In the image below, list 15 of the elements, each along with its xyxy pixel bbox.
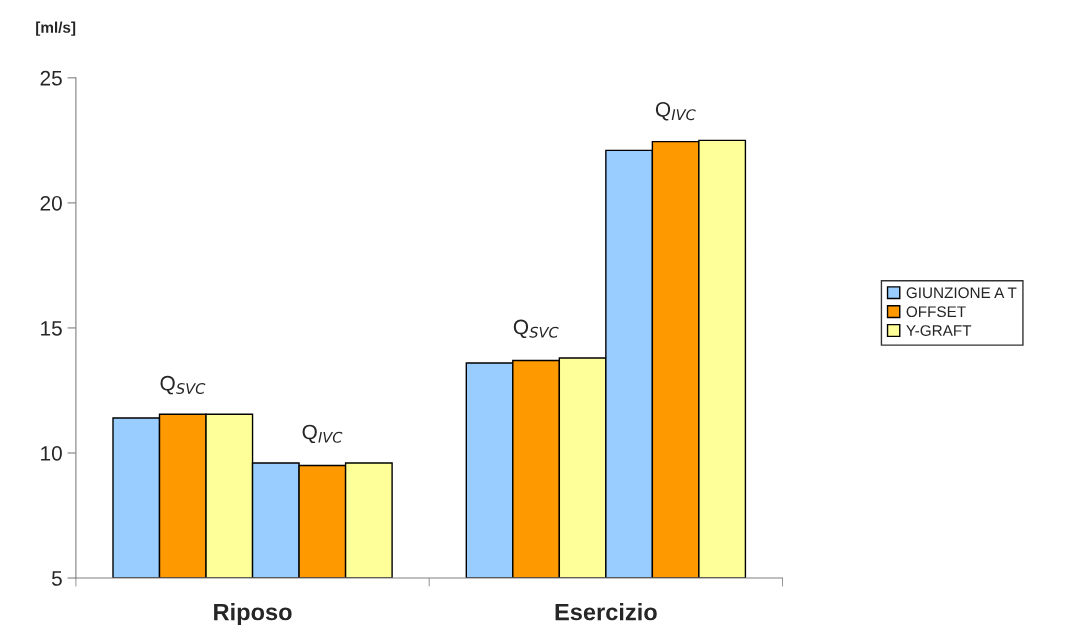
y-tick-label: 5: [51, 571, 62, 586]
x-tick-label: Esercizio: [555, 603, 657, 621]
y-axis-title: [ml/s]: [36, 21, 76, 36]
y-tick-label: 25: [40, 70, 62, 86]
y-tick-label: 10: [41, 445, 62, 461]
y-tick-label: 20: [40, 195, 62, 211]
annotation: Q$_{IVC}$: [302, 424, 343, 444]
x-tick-label: Riposo: [214, 603, 292, 626]
y-tick-label: 15: [41, 321, 62, 336]
legend-label: GIUNZIONE A T: [906, 287, 1017, 299]
legend-label: Y-GRAFT: [906, 325, 972, 336]
annotation: Q$_{IVC}$: [655, 102, 696, 121]
annotation: Q$_{SVC}$: [513, 319, 559, 339]
annotation: Q$_{SVC}$: [160, 375, 206, 395]
legend-label: OFFSET: [906, 306, 966, 318]
